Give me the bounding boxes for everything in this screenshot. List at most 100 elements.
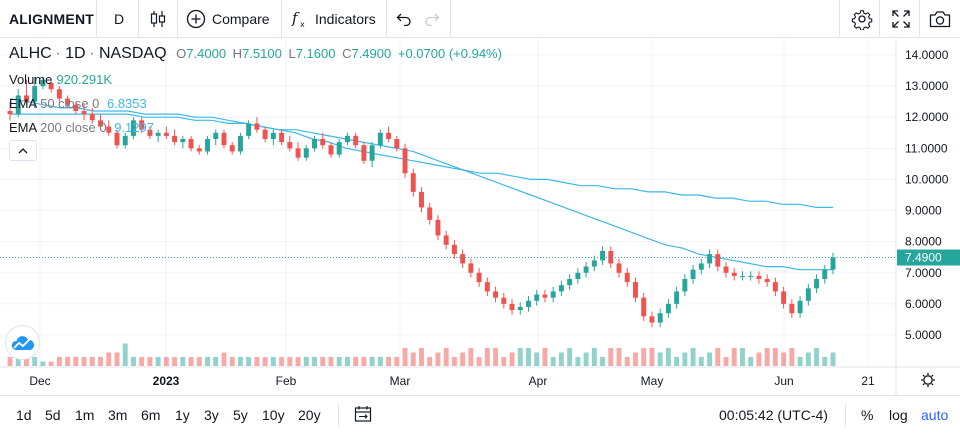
volume-bar <box>394 357 400 366</box>
plus-circle-icon <box>186 9 206 29</box>
calendar-range-icon <box>354 406 372 422</box>
time-tick-label: 21 <box>861 374 875 388</box>
time-axis-settings-button[interactable] <box>921 373 935 387</box>
volume-bar <box>493 348 499 366</box>
time-tick-label: Jun <box>774 374 793 388</box>
range-button-6m[interactable]: 6m <box>141 407 161 423</box>
open-value: 7.4000 <box>186 46 227 61</box>
interval-button[interactable]: D <box>114 11 125 27</box>
time-tick-label: Mar <box>390 374 411 388</box>
candle-body <box>764 279 770 283</box>
volume-bar <box>270 357 276 366</box>
volume-bar <box>435 352 441 366</box>
volume-bars <box>7 343 836 366</box>
snapshot-button[interactable] <box>929 0 951 38</box>
fullscreen-button[interactable] <box>891 0 911 38</box>
settings-button[interactable] <box>851 0 873 38</box>
volume-bar <box>805 352 811 366</box>
candle-body <box>287 142 293 149</box>
volume-bar <box>641 348 647 366</box>
ema-200-series <box>9 98 833 208</box>
logo[interactable] <box>5 325 40 360</box>
candle-body <box>641 297 647 317</box>
volume-bar <box>386 357 392 366</box>
volume-bar <box>279 357 285 366</box>
volume-bar <box>583 352 589 366</box>
candle-body <box>493 291 499 298</box>
price-tick-label: 8.0000 <box>905 235 942 249</box>
candle-body <box>534 294 540 301</box>
candle-body <box>723 266 729 273</box>
redo-button[interactable] <box>424 0 440 38</box>
auto-scale-toggle[interactable]: auto <box>921 407 949 423</box>
log-scale-toggle[interactable]: log <box>889 407 908 423</box>
volume-bar <box>402 348 408 366</box>
candle-body <box>690 269 696 279</box>
range-button-5d[interactable]: 5d <box>45 407 61 423</box>
volume-bar <box>344 357 350 366</box>
collapse-legend-button[interactable] <box>9 140 37 161</box>
candle-body <box>443 235 449 245</box>
candle-body <box>114 132 120 146</box>
range-button-1y[interactable]: 1y <box>175 407 190 423</box>
volume-bar <box>89 357 95 366</box>
candle-body <box>7 111 13 115</box>
compare-button[interactable]: Compare <box>186 0 270 38</box>
range-button-1m[interactable]: 1m <box>75 407 95 423</box>
undo-icon <box>396 13 411 26</box>
fullscreen-icon <box>892 10 910 28</box>
chart-style-button[interactable] <box>150 0 166 38</box>
last-price-badge <box>897 249 960 266</box>
ema-200-legend[interactable]: EMA 200 close 0 9.1297 <box>9 120 154 135</box>
volume-bar <box>23 357 29 366</box>
toolbar-divider <box>338 404 339 426</box>
range-button-3y[interactable]: 3y <box>204 407 219 423</box>
toolbar-divider <box>450 0 451 38</box>
percent-scale-toggle[interactable]: % <box>861 407 874 423</box>
open-label: O <box>176 46 187 61</box>
volume-bar <box>106 352 112 366</box>
undo-button[interactable] <box>396 0 412 38</box>
range-button-1d[interactable]: 1d <box>16 407 32 423</box>
legend-dot: · <box>89 45 99 62</box>
volume-bar <box>707 352 713 366</box>
ema-50-line <box>10 113 833 271</box>
legend-symbol[interactable]: ALHC <box>9 45 52 62</box>
range-button-5y[interactable]: 5y <box>233 407 248 423</box>
price-tick-label: 11.0000 <box>905 141 948 155</box>
clock-readout[interactable]: 00:05:42 (UTC-4) <box>719 407 828 423</box>
range-button-3m[interactable]: 3m <box>108 407 128 423</box>
time-tick-label: Apr <box>529 374 548 388</box>
volume-bar <box>665 348 671 366</box>
candle-body <box>501 297 507 304</box>
price-chart[interactable]: 7.4900 14.0000 13.0000 12.0000 11.0000 10.00… <box>0 39 960 395</box>
volume-bar <box>427 357 433 366</box>
high-label: H <box>232 46 243 61</box>
high-value: 7.5100 <box>242 46 282 61</box>
indicators-button[interactable]: f x Indicators <box>291 0 376 38</box>
ema-50-legend[interactable]: EMA 50 close 0 6.8353 <box>9 96 147 111</box>
candle-body <box>23 95 29 102</box>
candle-body <box>526 300 531 307</box>
volume-bar <box>287 357 293 366</box>
ema-200-value: 9.1297 <box>114 120 154 135</box>
volume-bar <box>649 348 655 366</box>
candlestick-series <box>7 76 836 328</box>
volume-bar <box>633 352 638 366</box>
go-to-date-button[interactable] <box>354 405 372 428</box>
toolbar-divider <box>138 0 139 38</box>
gear-icon-teeth <box>921 373 935 387</box>
symbol-search[interactable]: ALIGNMENT <box>9 11 95 27</box>
volume-bar <box>122 343 128 366</box>
range-button-10y[interactable]: 10y <box>262 407 285 423</box>
candle-body <box>98 120 103 127</box>
fx-icon: f x <box>291 9 305 29</box>
candle-body <box>221 132 227 146</box>
candle-body <box>715 254 721 267</box>
camera-icon <box>929 11 951 28</box>
range-button-20y[interactable]: 20y <box>298 407 321 423</box>
candle-body <box>550 291 556 298</box>
candle-body <box>163 132 169 136</box>
volume-bar <box>32 357 38 366</box>
volume-bar <box>303 357 309 366</box>
